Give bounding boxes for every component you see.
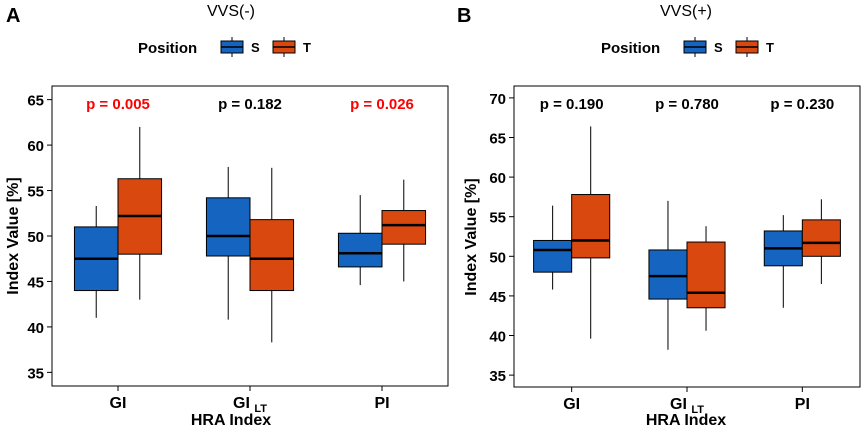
x-tick-label-a-2: PI xyxy=(374,395,389,412)
box-a-2-s xyxy=(337,232,383,268)
p-value-b-2: p = 0.230 xyxy=(770,96,834,113)
legend-label-b-s: S xyxy=(714,40,723,55)
p-value-a-1: p = 0.182 xyxy=(218,96,282,113)
y-tick-label-a-60: 60 xyxy=(27,138,44,155)
y-tick-label-a-40: 40 xyxy=(27,320,44,337)
y-tick-label-b-55: 55 xyxy=(489,210,506,227)
box-b-0-t xyxy=(571,194,611,259)
p-value-b-1: p = 0.780 xyxy=(655,96,719,113)
box-b-2-t xyxy=(801,219,841,257)
x-tick-subscript-a-1: LT xyxy=(254,403,267,415)
panel-title-b: VVS(+) xyxy=(660,3,712,20)
y-tick-label-b-60: 60 xyxy=(489,170,506,187)
y-axis-title-a: Index Value [%] xyxy=(5,177,22,294)
y-tick-label-a-35: 35 xyxy=(27,365,44,382)
p-value-b-0: p = 0.190 xyxy=(540,96,604,113)
y-tick-label-b-50: 50 xyxy=(489,249,506,266)
x-tick-label-a-0: GI xyxy=(110,395,127,412)
y-tick-label-b-70: 70 xyxy=(489,91,506,108)
panel-label-a: A xyxy=(6,5,20,27)
y-tick-label-a-55: 55 xyxy=(27,184,44,201)
x-tick-subscript-b-1: LT xyxy=(691,404,704,416)
panel-title-a: VVS(-) xyxy=(207,3,255,20)
box-a-1-t xyxy=(249,219,295,292)
x-tick-label-b-0: GI xyxy=(563,396,580,413)
x-axis-title-a: HRA Index xyxy=(191,412,271,429)
y-tick-label-a-50: 50 xyxy=(27,229,44,246)
box-b-0-s xyxy=(533,239,573,273)
panel-label-b: B xyxy=(457,5,471,27)
p-value-a-0: p = 0.005 xyxy=(86,96,150,113)
p-value-a-2: p = 0.026 xyxy=(350,96,414,113)
box-b-1-s xyxy=(648,249,688,300)
box-a-2-t xyxy=(381,210,427,245)
y-tick-label-b-35: 35 xyxy=(489,368,506,385)
x-tick-label-b-2: PI xyxy=(795,396,810,413)
x-axis-title-b: HRA Index xyxy=(646,412,726,429)
legend-title-a: Position xyxy=(138,40,197,57)
legend-title-b: Position xyxy=(601,40,660,57)
legend-label-a-t: T xyxy=(303,40,311,55)
y-tick-label-a-65: 65 xyxy=(27,93,44,110)
y-tick-label-b-40: 40 xyxy=(489,329,506,346)
y-tick-label-a-45: 45 xyxy=(27,274,44,291)
y-tick-label-b-65: 65 xyxy=(489,130,506,147)
box-a-1-s xyxy=(205,197,251,257)
y-axis-title-b: Index Value [%] xyxy=(463,178,480,295)
legend-label-a-s: S xyxy=(251,40,260,55)
box-b-1-t xyxy=(686,241,726,309)
legend-label-b-t: T xyxy=(766,40,774,55)
y-tick-label-b-45: 45 xyxy=(489,289,506,306)
